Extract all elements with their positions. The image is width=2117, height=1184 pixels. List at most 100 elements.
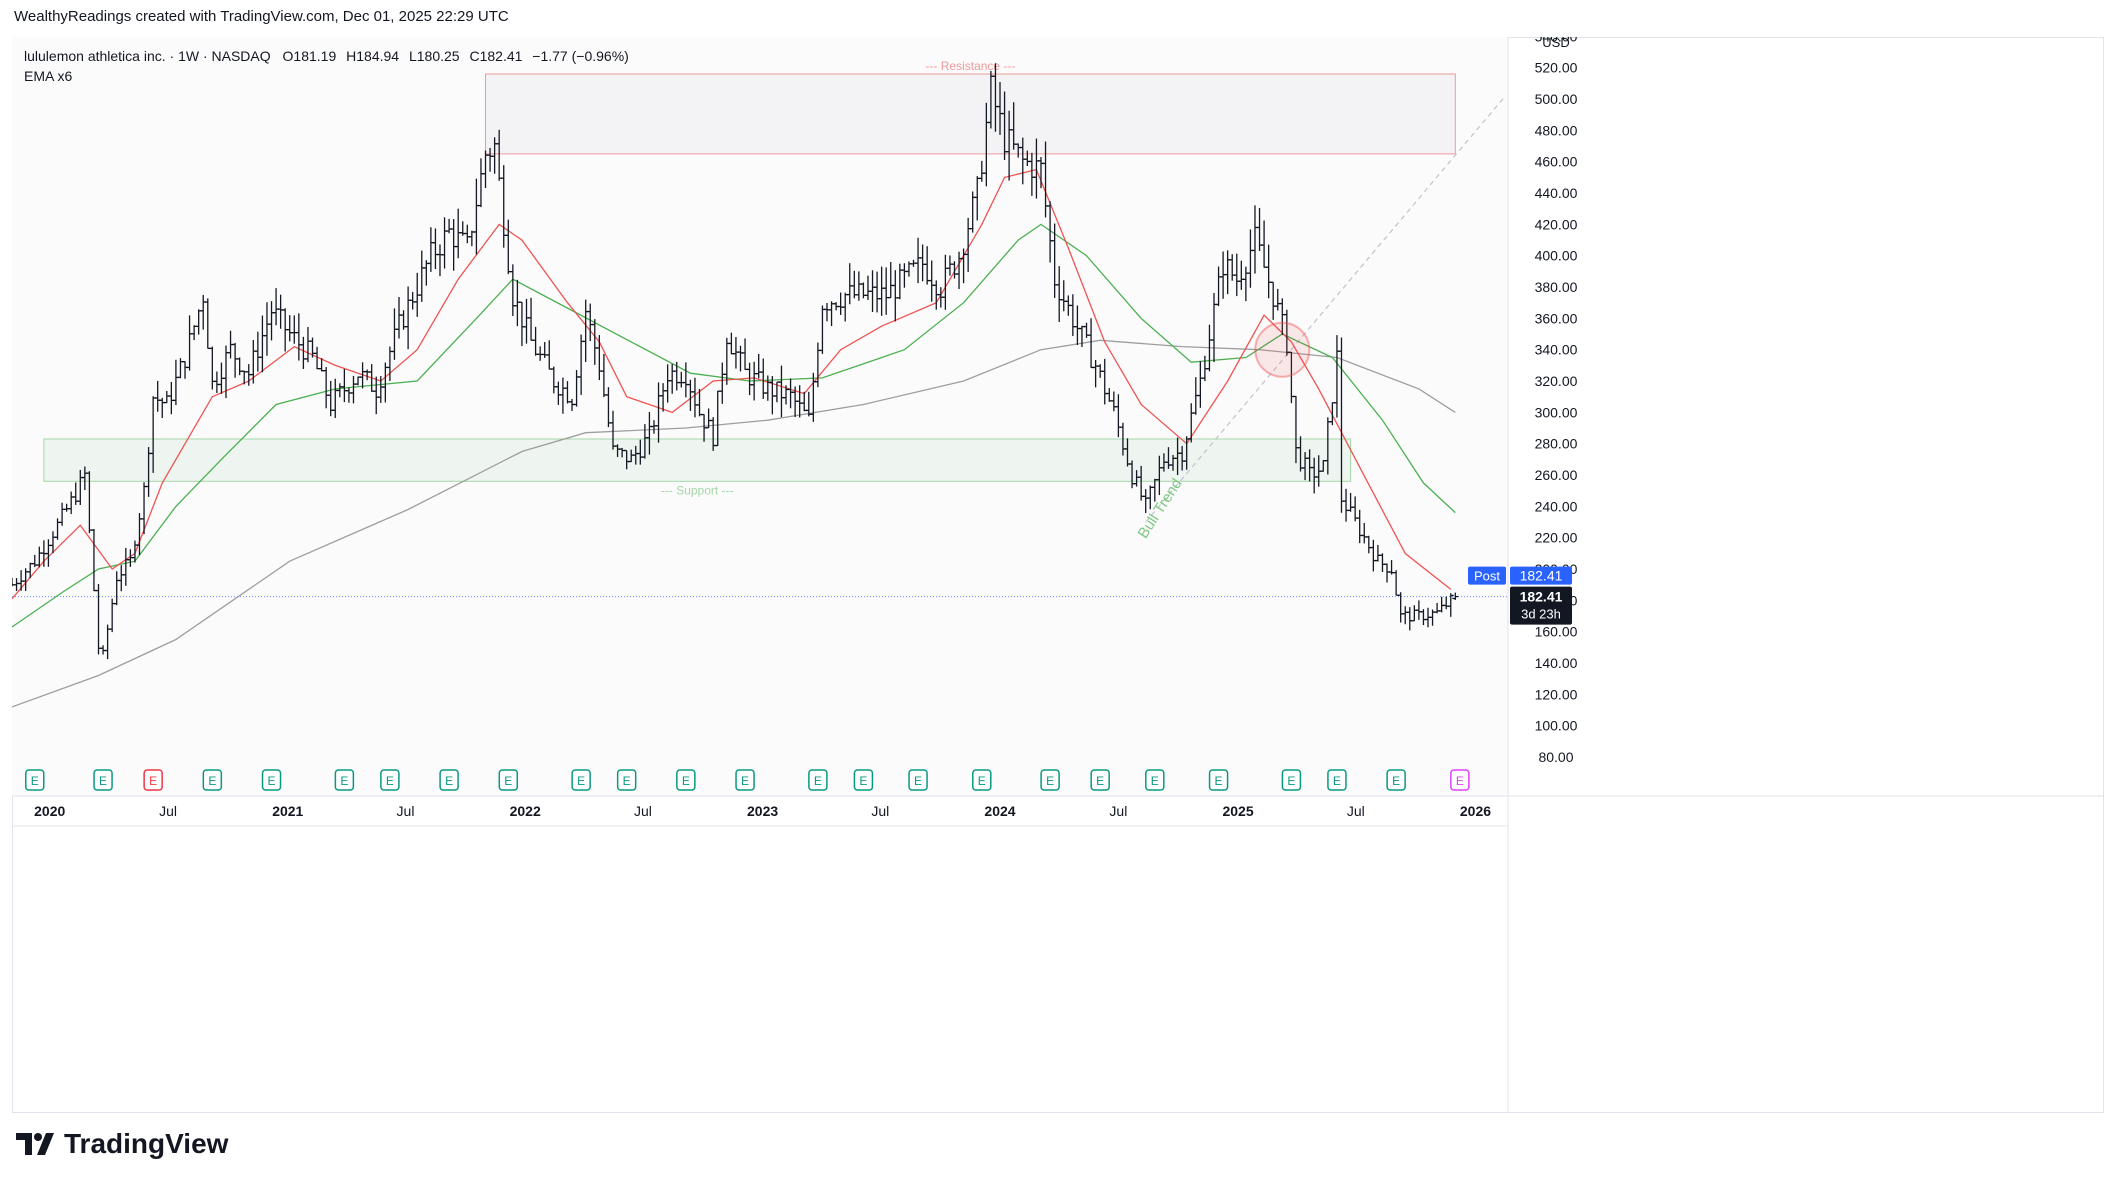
earnings-marker[interactable]: E <box>1090 769 1110 791</box>
highlight-circle[interactable] <box>1254 321 1311 378</box>
time-tick-label: Jul <box>1109 803 1127 819</box>
earnings-marker[interactable]: E <box>143 769 163 791</box>
price-chart[interactable]: --- Resistance ------ Support --- Bull Tr… <box>12 37 2104 1113</box>
earnings-icon[interactable] <box>25 769 45 791</box>
earnings-icon[interactable] <box>808 769 828 791</box>
earnings-marker[interactable]: E <box>498 769 519 791</box>
ema-red-line <box>12 168 1452 600</box>
earnings-icon[interactable] <box>1386 769 1406 791</box>
time-tick-label: 2025 <box>1222 803 1253 819</box>
change-value: −1.77 (−0.96%) <box>532 48 629 64</box>
earnings-marker[interactable]: E <box>1327 769 1347 791</box>
earnings-marker[interactable]: E <box>93 769 113 791</box>
earnings-icon[interactable] <box>616 769 637 791</box>
earnings-marker[interactable]: E <box>735 769 755 791</box>
indicator-label[interactable]: EMA x6 <box>24 68 73 84</box>
earnings-label: E <box>741 774 749 788</box>
bar-countdown-label: 3d 23h <box>1521 607 1561 622</box>
earnings-marker[interactable]: E <box>439 769 459 791</box>
symbol-label[interactable]: lululemon athletica inc. · 1W · NASDAQ <box>24 48 271 64</box>
attribution: WealthyReadings created with TradingView… <box>14 8 509 25</box>
earnings-icon[interactable] <box>202 769 223 791</box>
earnings-marker[interactable]: E <box>1450 769 1470 791</box>
earnings-icon[interactable] <box>571 769 591 791</box>
tradingview-logo-icon <box>16 1133 54 1155</box>
earnings-marker[interactable]: E <box>25 769 45 791</box>
earnings-icon[interactable] <box>1281 769 1302 791</box>
earnings-label: E <box>1215 774 1223 788</box>
ohlc-bar[interactable] <box>1447 593 1454 617</box>
earnings-icon[interactable] <box>261 769 282 791</box>
bull-trend-line[interactable] <box>1145 95 1506 523</box>
earnings-marker[interactable]: E <box>571 769 591 791</box>
earnings-label: E <box>859 774 867 788</box>
price-tick-label: 480.00 <box>1535 122 1578 138</box>
earnings-marker[interactable]: E <box>1386 769 1406 791</box>
earnings-label: E <box>268 774 276 788</box>
post-value-box[interactable] <box>1510 566 1572 585</box>
earnings-label: E <box>577 774 585 788</box>
time-tick-label: 2020 <box>34 803 65 819</box>
last-price-box[interactable] <box>1510 586 1572 625</box>
ohlc-bars[interactable] <box>12 63 1459 660</box>
earnings-marker[interactable]: E <box>380 769 400 791</box>
earnings-icon[interactable] <box>380 769 400 791</box>
earnings-icon[interactable] <box>853 769 874 791</box>
earnings-marker[interactable]: E <box>808 769 828 791</box>
earnings-marker[interactable]: E <box>972 769 992 791</box>
earnings-marker[interactable]: E <box>334 769 355 791</box>
ema-gray-line <box>12 339 1456 708</box>
earnings-label: E <box>208 774 216 788</box>
earnings-icon[interactable] <box>1208 769 1229 791</box>
price-tags[interactable]: Post 182.41 182.41 3d 23h <box>1468 566 1572 625</box>
brand-name: TradingView <box>64 1128 229 1159</box>
earnings-marker[interactable]: E <box>616 769 637 791</box>
earnings-icon[interactable] <box>1040 769 1060 791</box>
post-tag-box[interactable] <box>1468 566 1506 585</box>
earnings-icon[interactable] <box>908 769 928 791</box>
support-box[interactable] <box>43 438 1352 482</box>
earnings-icon[interactable] <box>676 769 696 791</box>
earnings-icon[interactable] <box>1450 769 1470 791</box>
support-zone[interactable]: --- Support --- <box>43 438 1352 497</box>
earnings-marker[interactable]: E <box>1145 769 1165 791</box>
tradingview-logo[interactable]: TradingView <box>16 1128 228 1160</box>
earnings-icon[interactable] <box>498 769 519 791</box>
resistance-box[interactable] <box>485 73 1456 155</box>
earnings-icon[interactable] <box>1327 769 1347 791</box>
earnings-icon[interactable] <box>735 769 755 791</box>
earnings-label: E <box>1456 774 1464 788</box>
ohlc-bar[interactable] <box>1452 592 1459 600</box>
open-value: O181.19 <box>282 48 337 64</box>
earnings-icon[interactable] <box>334 769 355 791</box>
price-tick-label: 100.00 <box>1535 718 1578 734</box>
plot-area[interactable] <box>12 37 1508 796</box>
earnings-marker[interactable]: E <box>853 769 874 791</box>
earnings-icon[interactable] <box>972 769 992 791</box>
time-tick-label: Jul <box>397 803 415 819</box>
earnings-icon[interactable] <box>1145 769 1165 791</box>
resistance-zone[interactable]: --- Resistance --- <box>485 59 1456 155</box>
earnings-marker[interactable]: E <box>1040 769 1060 791</box>
earnings-marker[interactable]: E <box>908 769 928 791</box>
earnings-icon[interactable] <box>1090 769 1110 791</box>
earnings-icon[interactable] <box>439 769 459 791</box>
time-axis[interactable]: 2020 Jul 2021 Jul 2022 Jul 2023 Jul 2024 Jul 2025 J… <box>34 803 1491 819</box>
earnings-icon[interactable] <box>143 769 163 791</box>
earnings-marker[interactable]: E <box>676 769 696 791</box>
legend: lululemon athletica inc. · 1W · NASDAQ O… <box>24 46 629 86</box>
earnings-marker[interactable]: E <box>202 769 223 791</box>
price-tick-label: 240.00 <box>1535 498 1578 514</box>
time-tick-label: Jul <box>871 803 889 819</box>
time-tick-label: 2024 <box>984 803 1015 819</box>
earnings-marker[interactable]: E <box>1281 769 1302 791</box>
earnings-label: E <box>99 774 107 788</box>
currency-label[interactable]: USD <box>1542 37 1569 50</box>
earnings-marker[interactable]: E <box>1208 769 1229 791</box>
earnings-label: E <box>149 774 157 788</box>
earnings-icon[interactable] <box>93 769 113 791</box>
price-axis[interactable]: 80.00100.00120.00140.00160.00180.00200.0… <box>1535 37 1578 765</box>
price-tick-label: 160.00 <box>1535 624 1578 640</box>
earnings-marker[interactable]: E <box>261 769 282 791</box>
